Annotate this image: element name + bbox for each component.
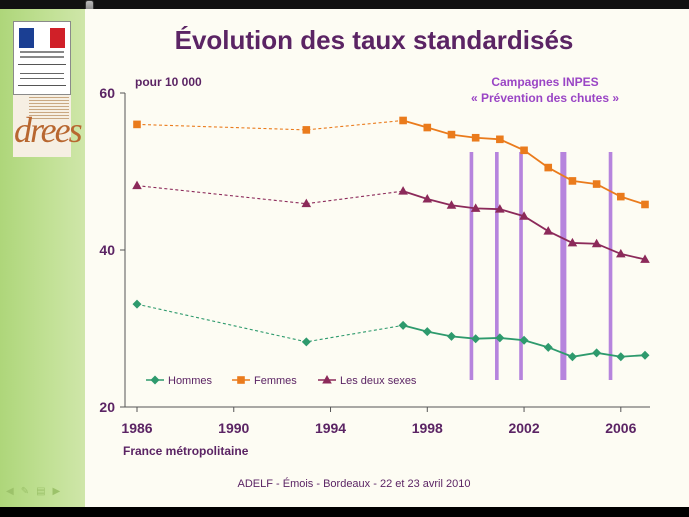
data-point bbox=[496, 135, 504, 144]
data-point bbox=[399, 116, 407, 125]
data-point bbox=[133, 120, 141, 129]
logo-line bbox=[20, 51, 64, 53]
data-point bbox=[495, 204, 505, 213]
data-point bbox=[567, 237, 578, 247]
drees-logo: drees bbox=[13, 95, 83, 157]
legend: Hommes Femmes Les deux sexes bbox=[146, 375, 417, 387]
legend-marker-femmes bbox=[237, 376, 245, 384]
legend-label-deux: Les deux sexes bbox=[340, 375, 417, 387]
campaign-bar-4 bbox=[560, 152, 567, 380]
logo-divider bbox=[18, 85, 66, 86]
unit-label: pour 10 000 bbox=[135, 75, 202, 89]
left-band: drees ◀ ✎ ▤ ▶ bbox=[0, 9, 85, 507]
campaign-label: Campagnes INPES « Prévention des chutes … bbox=[440, 74, 650, 106]
legend-label-femmes: Femmes bbox=[254, 375, 297, 387]
logo-line bbox=[20, 78, 64, 79]
data-point bbox=[568, 177, 577, 185]
data-point bbox=[520, 146, 528, 155]
data-point bbox=[592, 348, 602, 358]
region-label: France métropolitaine bbox=[123, 444, 249, 458]
data-point bbox=[470, 203, 481, 212]
data-point bbox=[640, 350, 650, 360]
slide-nav: ◀ ✎ ▤ ▶ bbox=[6, 486, 60, 497]
series-line-dashed bbox=[136, 185, 404, 205]
data-point bbox=[398, 320, 408, 330]
logo-divider bbox=[18, 64, 66, 65]
y-tick-label: 60 bbox=[99, 85, 115, 101]
data-point bbox=[543, 226, 554, 235]
legend-label-hommes: Hommes bbox=[168, 375, 213, 387]
data-point bbox=[592, 180, 601, 188]
data-point bbox=[471, 133, 480, 142]
ministry-logo bbox=[13, 21, 71, 95]
previous-slide-icon[interactable]: ◀ bbox=[6, 486, 14, 497]
data-point bbox=[446, 331, 456, 341]
campaign-bar-1 bbox=[469, 152, 474, 380]
series-line-dashed bbox=[136, 119, 404, 131]
x-tick-label: 2002 bbox=[508, 420, 539, 436]
data-point bbox=[302, 126, 311, 134]
data-point bbox=[301, 198, 312, 208]
data-point bbox=[519, 211, 529, 220]
campaign-bar-5 bbox=[608, 152, 613, 380]
data-point bbox=[641, 200, 649, 209]
data-point bbox=[616, 352, 626, 362]
campaign-bar-2 bbox=[495, 152, 499, 380]
data-point bbox=[447, 130, 456, 139]
data-point bbox=[640, 254, 650, 263]
x-tick-label: 1990 bbox=[218, 420, 249, 436]
campaign-label-line1: Campagnes INPES bbox=[491, 75, 599, 89]
series-line-dashed bbox=[136, 303, 404, 343]
data-point bbox=[471, 334, 481, 344]
next-slide-icon[interactable]: ▶ bbox=[52, 486, 61, 497]
data-point bbox=[495, 333, 505, 343]
legend-marker-hommes bbox=[150, 375, 160, 385]
data-point bbox=[398, 186, 408, 195]
series-femmes bbox=[133, 116, 649, 209]
bottom-bar bbox=[0, 507, 689, 517]
x-tick-label: 1994 bbox=[315, 420, 346, 436]
data-point bbox=[446, 200, 457, 209]
x-tick-label: 1998 bbox=[412, 420, 443, 436]
pen-icon[interactable]: ✎ bbox=[20, 486, 30, 497]
data-point bbox=[301, 337, 311, 347]
footer: ADELF - Émois - Bordeaux - 22 et 23 avri… bbox=[237, 478, 471, 490]
data-point bbox=[423, 123, 432, 132]
ticks: 20 40 60 1986 1990 1994 1998 2002 2006 bbox=[99, 85, 636, 436]
page-title: Évolution des taux standardisés bbox=[174, 25, 574, 55]
data-point bbox=[132, 180, 142, 190]
x-tick-label: 2006 bbox=[605, 420, 636, 436]
series bbox=[132, 116, 650, 362]
campaign-label-line2: « Prévention des chutes » bbox=[470, 91, 620, 105]
logo-line bbox=[20, 56, 64, 58]
series-deux bbox=[132, 180, 650, 263]
slide: drees ◀ ✎ ▤ ▶ Évolution des taux standar… bbox=[0, 9, 689, 507]
y-tick-label: 20 bbox=[99, 399, 115, 415]
data-point bbox=[616, 248, 626, 258]
data-point bbox=[543, 342, 553, 352]
y-tick-label: 40 bbox=[99, 242, 115, 258]
data-point bbox=[544, 163, 553, 172]
french-flag-icon bbox=[19, 28, 65, 48]
data-point bbox=[617, 192, 625, 201]
logo-line bbox=[20, 73, 64, 74]
drees-stripes bbox=[29, 97, 69, 119]
campaign-bars bbox=[469, 152, 613, 380]
series-hommes bbox=[132, 299, 650, 362]
data-point bbox=[422, 193, 433, 203]
campaign-bar-3 bbox=[519, 152, 523, 380]
menu-icon[interactable]: ▤ bbox=[36, 486, 46, 497]
drees-wordmark-icon: drees bbox=[14, 110, 83, 150]
data-point bbox=[132, 299, 142, 309]
data-point bbox=[422, 327, 432, 337]
data-point bbox=[567, 352, 577, 362]
x-tick-label: 1986 bbox=[121, 420, 152, 436]
top-bar bbox=[0, 0, 689, 9]
legend-marker-deux bbox=[322, 375, 332, 384]
data-point bbox=[519, 335, 529, 345]
data-point bbox=[591, 238, 602, 248]
